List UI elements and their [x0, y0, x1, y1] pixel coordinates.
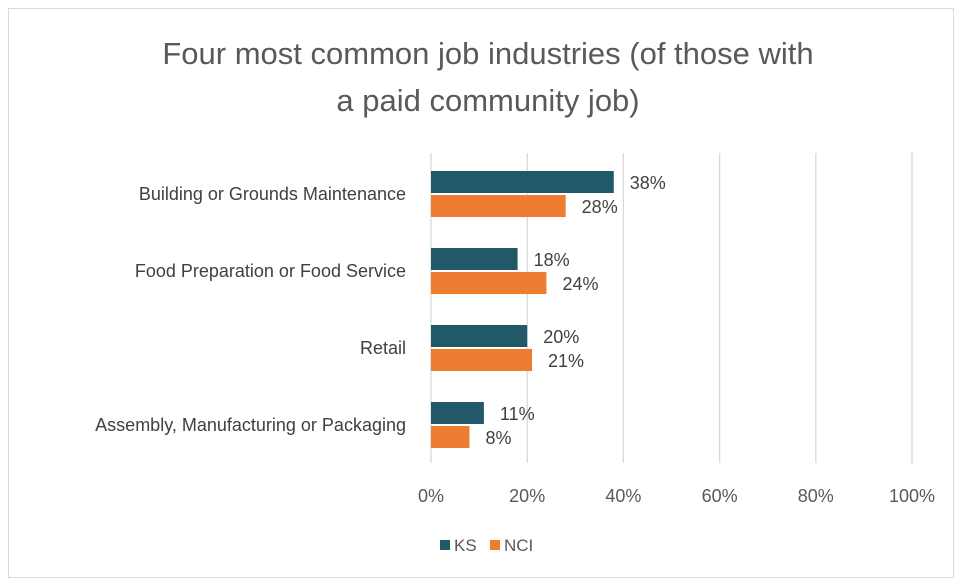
category-label: Building or Grounds Maintenance — [139, 184, 406, 204]
data-label-nci: 24% — [562, 274, 598, 294]
bar-ks-0 — [431, 171, 614, 193]
x-tick-label: 20% — [509, 486, 545, 506]
x-axis-ticks: 0% 20% 40% 60% 80% 100% — [418, 486, 935, 506]
category-labels: Building or Grounds Maintenance Food Prep… — [95, 184, 406, 435]
x-tick-label: 80% — [798, 486, 834, 506]
bar-ks-1 — [431, 248, 518, 270]
legend-swatch-ks — [440, 540, 450, 550]
legend-label-ks: KS — [454, 536, 477, 555]
data-label-nci: 28% — [582, 197, 618, 217]
bar-nci-0 — [431, 195, 566, 217]
category-label: Food Preparation or Food Service — [135, 261, 406, 281]
legend-swatch-nci — [490, 540, 500, 550]
bar-ks-2 — [431, 325, 528, 347]
data-label-ks: 20% — [543, 327, 579, 347]
chart-title-line-2: a paid community job) — [336, 83, 639, 118]
data-label-nci: 21% — [548, 351, 584, 371]
bar-nci-1 — [431, 272, 547, 294]
category-label: Retail — [360, 338, 406, 358]
data-label-ks: 11% — [500, 404, 535, 424]
data-label-nci: 8% — [485, 428, 511, 448]
data-labels: 38% 28% 18% 24% 20% 21% 11% 8% — [485, 173, 665, 448]
bar-nci-2 — [431, 349, 533, 371]
bars — [431, 171, 614, 448]
x-tick-label: 40% — [605, 486, 641, 506]
chart-title: Four most common job industries (of thos… — [162, 36, 813, 118]
x-tick-label: 60% — [702, 486, 738, 506]
x-tick-label: 0% — [418, 486, 444, 506]
legend-label-nci: NCI — [504, 536, 533, 555]
data-label-ks: 38% — [630, 173, 666, 193]
bar-ks-3 — [431, 402, 484, 424]
x-tick-label: 100% — [889, 486, 935, 506]
legend: KS NCI — [440, 536, 533, 555]
bar-nci-3 — [431, 426, 470, 448]
chart-title-line-1: Four most common job industries (of thos… — [162, 36, 813, 71]
data-label-ks: 18% — [534, 250, 570, 270]
category-label: Assembly, Manufacturing or Packaging — [95, 415, 406, 435]
